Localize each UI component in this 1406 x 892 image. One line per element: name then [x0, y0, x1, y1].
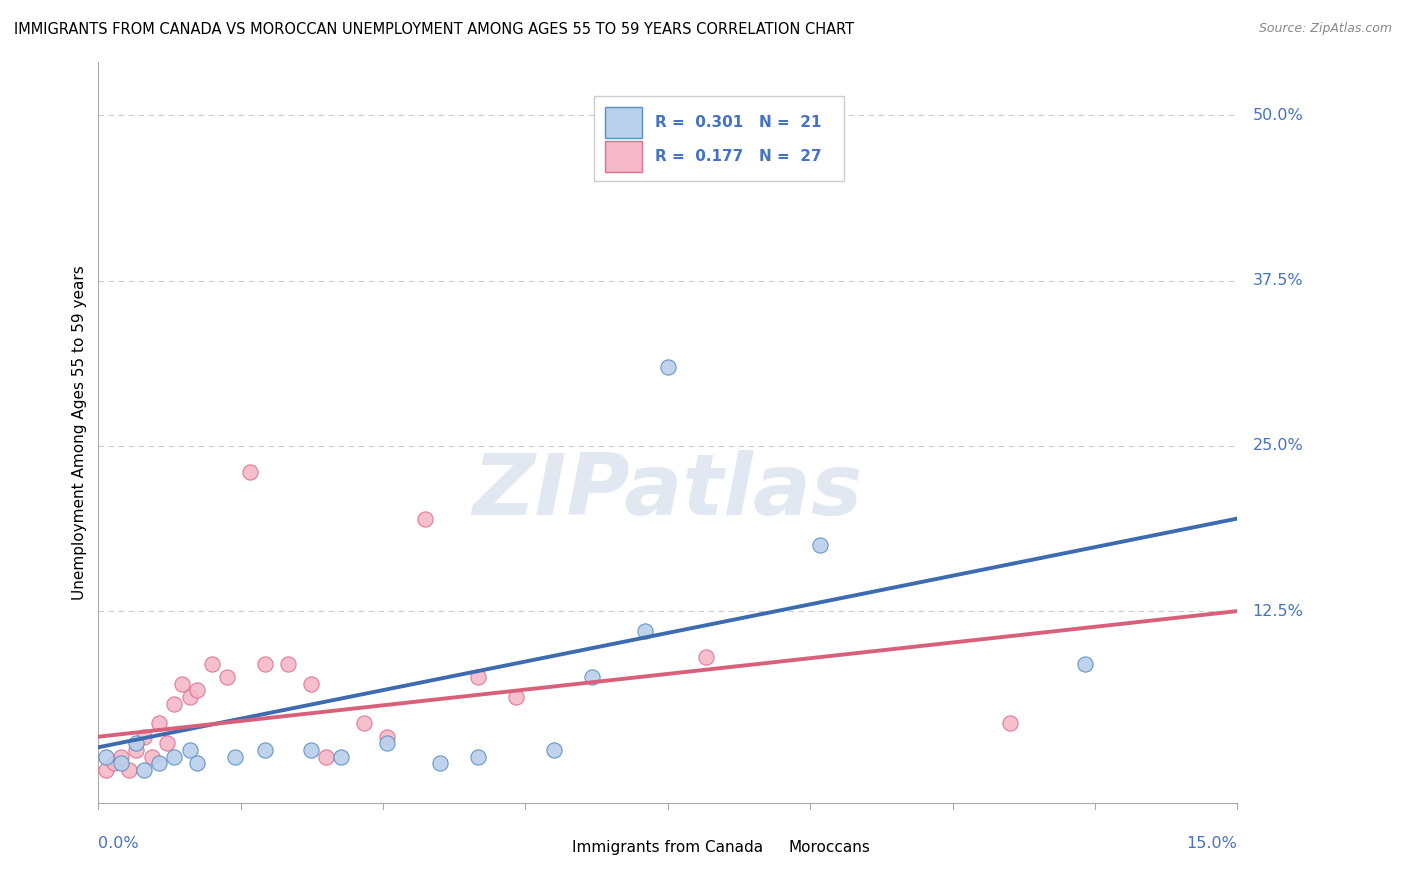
Point	[148, 716, 170, 731]
Point	[239, 465, 262, 479]
Text: 12.5%: 12.5%	[1253, 604, 1303, 618]
Point	[467, 670, 489, 684]
Text: Moroccans: Moroccans	[789, 839, 870, 855]
Point	[201, 657, 224, 671]
Point	[141, 749, 163, 764]
Point	[330, 749, 353, 764]
Point	[125, 736, 148, 750]
Point	[543, 743, 565, 757]
Text: R =  0.301   N =  21: R = 0.301 N = 21	[655, 115, 823, 130]
Point	[110, 749, 132, 764]
Point	[429, 756, 451, 771]
Point	[94, 749, 117, 764]
Point	[254, 743, 277, 757]
Point	[998, 716, 1021, 731]
Point	[808, 538, 831, 552]
Text: 37.5%: 37.5%	[1253, 273, 1303, 288]
Text: 0.0%: 0.0%	[98, 836, 139, 851]
Point	[353, 716, 375, 731]
Point	[375, 736, 398, 750]
Point	[224, 749, 246, 764]
FancyBboxPatch shape	[748, 827, 779, 853]
Point	[118, 763, 141, 777]
Point	[179, 690, 201, 704]
Text: R =  0.177   N =  27: R = 0.177 N = 27	[655, 149, 823, 164]
FancyBboxPatch shape	[593, 95, 845, 181]
Point	[1074, 657, 1097, 671]
Point	[695, 650, 717, 665]
Text: 25.0%: 25.0%	[1253, 438, 1303, 453]
Point	[505, 690, 527, 704]
Point	[657, 359, 679, 374]
Point	[299, 743, 322, 757]
Point	[132, 730, 155, 744]
Text: Source: ZipAtlas.com: Source: ZipAtlas.com	[1258, 22, 1392, 36]
Point	[581, 670, 603, 684]
Point	[110, 756, 132, 771]
Point	[125, 743, 148, 757]
Text: 15.0%: 15.0%	[1187, 836, 1237, 851]
Point	[186, 756, 208, 771]
Point	[413, 511, 436, 525]
Text: Immigrants from Canada: Immigrants from Canada	[572, 839, 763, 855]
Point	[277, 657, 299, 671]
Point	[186, 683, 208, 698]
Text: ZIPatlas: ZIPatlas	[472, 450, 863, 533]
Y-axis label: Unemployment Among Ages 55 to 59 years: Unemployment Among Ages 55 to 59 years	[72, 265, 87, 600]
Point	[217, 670, 239, 684]
Point	[170, 677, 193, 691]
Text: IMMIGRANTS FROM CANADA VS MOROCCAN UNEMPLOYMENT AMONG AGES 55 TO 59 YEARS CORREL: IMMIGRANTS FROM CANADA VS MOROCCAN UNEMP…	[14, 22, 855, 37]
Point	[148, 756, 170, 771]
Point	[254, 657, 277, 671]
Point	[634, 624, 657, 638]
FancyBboxPatch shape	[605, 141, 641, 172]
Point	[156, 736, 179, 750]
Point	[467, 749, 489, 764]
Point	[163, 749, 186, 764]
Point	[315, 749, 337, 764]
Text: 50.0%: 50.0%	[1253, 108, 1303, 123]
Point	[163, 697, 186, 711]
Point	[299, 677, 322, 691]
Point	[375, 730, 398, 744]
Point	[179, 743, 201, 757]
Point	[103, 756, 125, 771]
Point	[132, 763, 155, 777]
FancyBboxPatch shape	[605, 107, 641, 138]
FancyBboxPatch shape	[531, 827, 562, 853]
Point	[94, 763, 117, 777]
